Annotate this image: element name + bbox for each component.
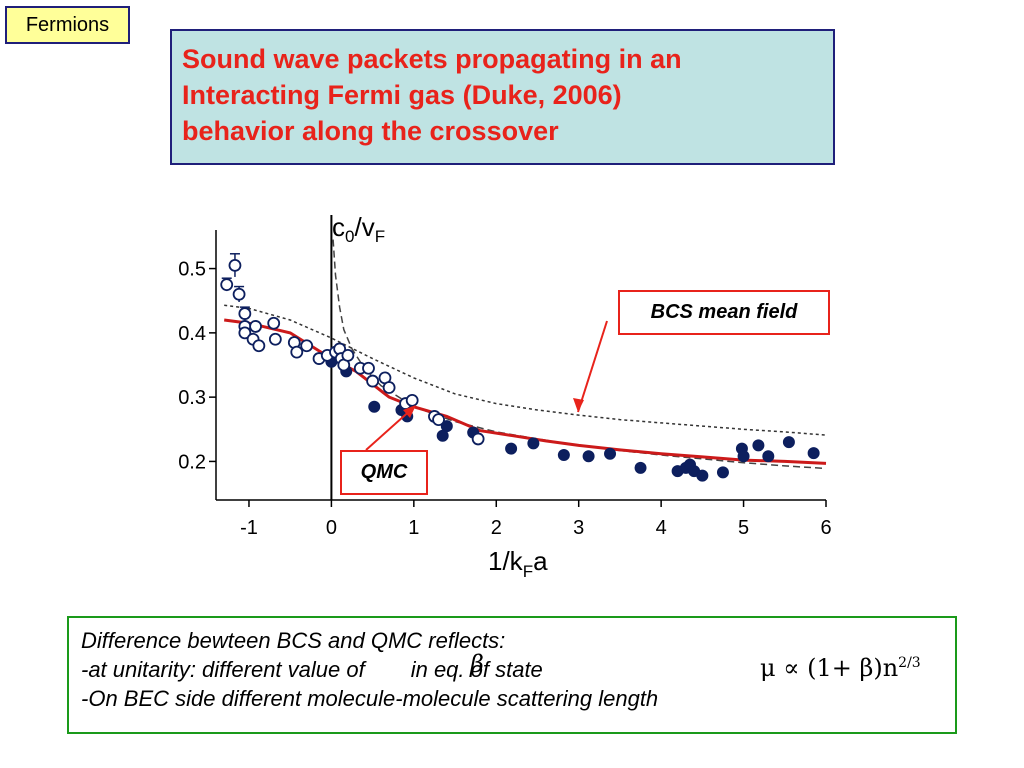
note-line-1: Difference bewteen BCS and QMC reflects: [81, 628, 506, 653]
y-axis-label: c0/vF [332, 212, 385, 246]
x-tick-label: 0 [326, 517, 337, 539]
slide-title: Sound wave packets propagating in an Int… [170, 29, 835, 165]
filled-data-point [557, 449, 570, 461]
open-data-point [238, 307, 252, 320]
formula-main: μ ∝ (1+ β)n [760, 654, 899, 682]
filled-data-point [752, 439, 765, 452]
filled-data-point [782, 436, 795, 449]
formula-exponent: 2/3 [898, 655, 921, 671]
open-data-point [382, 381, 396, 394]
qmc-arrow [365, 407, 414, 451]
open-data-point [362, 361, 375, 375]
open-data-point [238, 326, 252, 340]
filled-data-point [716, 466, 729, 479]
y-tick-label: 0.4 [178, 323, 206, 345]
title-line-1: Sound wave packets propagating in an [182, 44, 682, 74]
open-data-point [228, 258, 242, 272]
x-tick-label: -1 [240, 517, 258, 539]
open-data-point [252, 339, 266, 353]
bcs-arrow [577, 320, 608, 413]
qmc-curve [224, 318, 827, 465]
bcs-arrowhead [573, 398, 584, 412]
filled-data-point [505, 442, 518, 455]
y-tick-label: 0.2 [178, 451, 206, 473]
note-line-3: -On BEC side different molecule-molecule… [81, 686, 659, 711]
y-tick-label: 0.3 [178, 387, 206, 409]
note-line-2: -at unitarity: different value of in eq. … [81, 655, 955, 684]
filled-data-point [440, 420, 453, 433]
open-data-point [267, 316, 281, 330]
note-line-2-start: -at unitarity: different value of [81, 657, 365, 682]
x-tick-label: 3 [573, 517, 584, 539]
filled-data-point [807, 447, 820, 460]
beta-symbol: β [470, 650, 484, 678]
x-tick-label: 2 [491, 517, 502, 539]
fermions-tag: Fermions [5, 6, 130, 44]
open-data-point [290, 345, 304, 359]
filled-data-point [604, 447, 617, 460]
title-line-3: behavior along the crossover [182, 116, 559, 146]
filled-data-point [527, 437, 540, 450]
open-data-point [249, 320, 262, 333]
x-axis-label: 1/kFa [488, 546, 548, 581]
x-tick-label: 6 [820, 517, 831, 539]
note-line-2-end: in eq. of state [410, 657, 543, 682]
open-data-point [232, 287, 246, 301]
bcs-mean-field-label: BCS mean field [618, 290, 830, 335]
filled-data-point [582, 450, 595, 463]
title-line-2: Interacting Fermi gas (Duke, 2006) [182, 80, 622, 110]
bec-limit-curve [332, 239, 827, 470]
open-data-point [471, 432, 485, 446]
open-data-point [268, 332, 282, 346]
filled-data-point [368, 400, 381, 413]
filled-data-point [737, 450, 750, 463]
qmc-label: QMC [340, 450, 428, 495]
filled-data-point [696, 469, 709, 482]
filled-data-point [634, 461, 647, 474]
open-data-point [405, 393, 419, 407]
open-data-point [220, 278, 234, 292]
bcs-mean-field-curve [224, 304, 827, 436]
open-data-point [300, 339, 314, 353]
conclusion-box: Difference bewteen BCS and QMC reflects:… [67, 616, 957, 734]
open-data-point [432, 413, 445, 427]
open-data-point [366, 374, 380, 388]
x-tick-label: 1 [408, 517, 419, 539]
filled-data-point [762, 450, 775, 463]
equation-of-state-formula: μ ∝ (1+ β)n2/3 [760, 654, 921, 682]
x-tick-label: 5 [738, 517, 749, 539]
qmc-arrowhead [403, 405, 416, 418]
open-data-point [341, 348, 355, 362]
y-tick-label: 0.5 [178, 259, 206, 281]
x-tick-label: 4 [656, 517, 667, 539]
